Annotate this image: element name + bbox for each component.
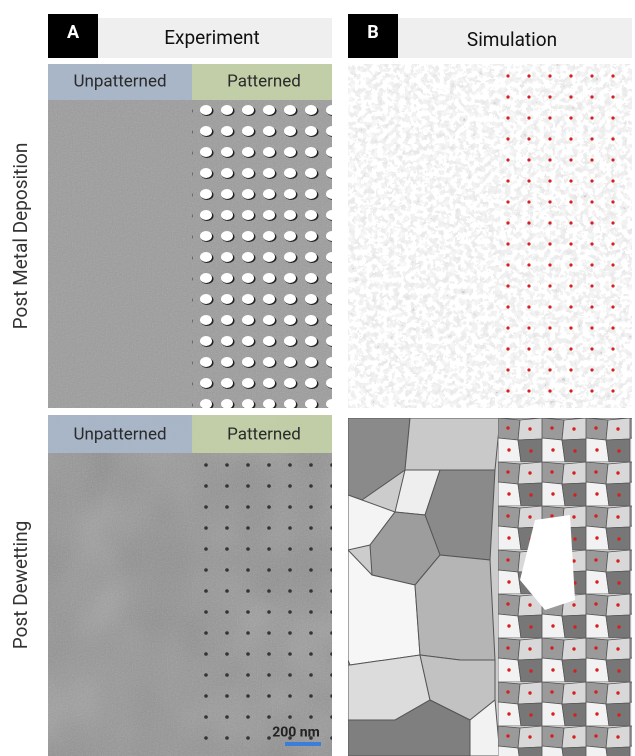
- panel-title: Simulation: [467, 28, 557, 51]
- micrograph: Unpatterned Patterned 200 nm: [48, 415, 332, 756]
- figure: A Experiment B Simulation Post Metal Dep…: [0, 0, 635, 756]
- region-label: Unpatterned: [73, 71, 166, 91]
- region-label: Patterned: [227, 424, 301, 444]
- scale-bar-label: 200 nm: [272, 725, 320, 741]
- panel-title: Experiment: [164, 26, 259, 49]
- row-label: Post Metal Deposition: [9, 143, 32, 330]
- row-label: Post Dewetting: [9, 521, 32, 650]
- scale-bar: [285, 742, 321, 746]
- simulation-image: [348, 64, 632, 408]
- panel-letter: B: [367, 22, 379, 43]
- region-label: Unpatterned: [73, 424, 166, 444]
- simulation-image: [348, 418, 632, 756]
- micrograph: Unpatterned Patterned: [48, 64, 332, 408]
- region-label: Patterned: [227, 71, 301, 91]
- panel-letter: A: [67, 22, 80, 43]
